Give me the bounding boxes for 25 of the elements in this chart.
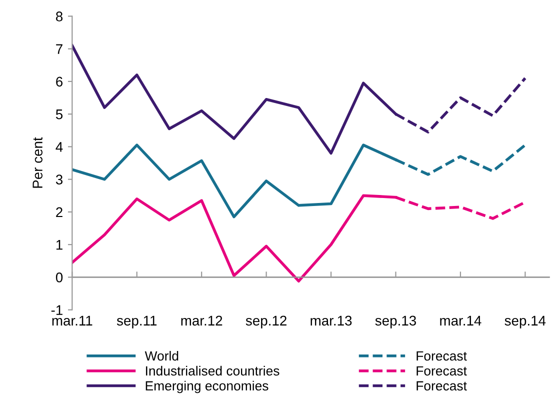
y-tick-label: 6 xyxy=(56,76,63,87)
x-tick-label: sep.11 xyxy=(116,316,157,328)
legend-label: Forecast xyxy=(416,351,467,361)
legend-label: World xyxy=(144,350,178,361)
x-tick-label: mar.11 xyxy=(52,316,92,326)
y-tick-label: 0 xyxy=(56,272,63,282)
x-tick-label: sep.14 xyxy=(504,316,546,328)
legend-label: Forecast xyxy=(416,381,467,391)
x-tick-label: sep.12 xyxy=(246,316,286,328)
y-axis-title: Per cent xyxy=(32,137,42,188)
y-tick-label: 1 xyxy=(56,240,62,250)
y-tick-label: 3 xyxy=(56,174,63,184)
y-tick-label: 8 xyxy=(56,12,63,22)
x-tick-label: mar.12 xyxy=(181,316,222,326)
y-tick-label: 4 xyxy=(56,142,63,152)
y-tick-label: 2 xyxy=(56,207,62,217)
legend-label: Industrialised countries xyxy=(146,366,280,376)
y-tick-label: 5 xyxy=(56,110,63,120)
x-tick-label: mar.13 xyxy=(310,316,352,326)
x-tick-label: sep.13 xyxy=(375,316,416,328)
x-tick-label: mar.14 xyxy=(440,316,482,326)
legend-label: Forecast xyxy=(416,366,467,376)
y-tick-label: 7 xyxy=(56,44,62,54)
legend-label: Emerging economies xyxy=(146,380,268,394)
y-tick-label: -1 xyxy=(51,305,62,315)
